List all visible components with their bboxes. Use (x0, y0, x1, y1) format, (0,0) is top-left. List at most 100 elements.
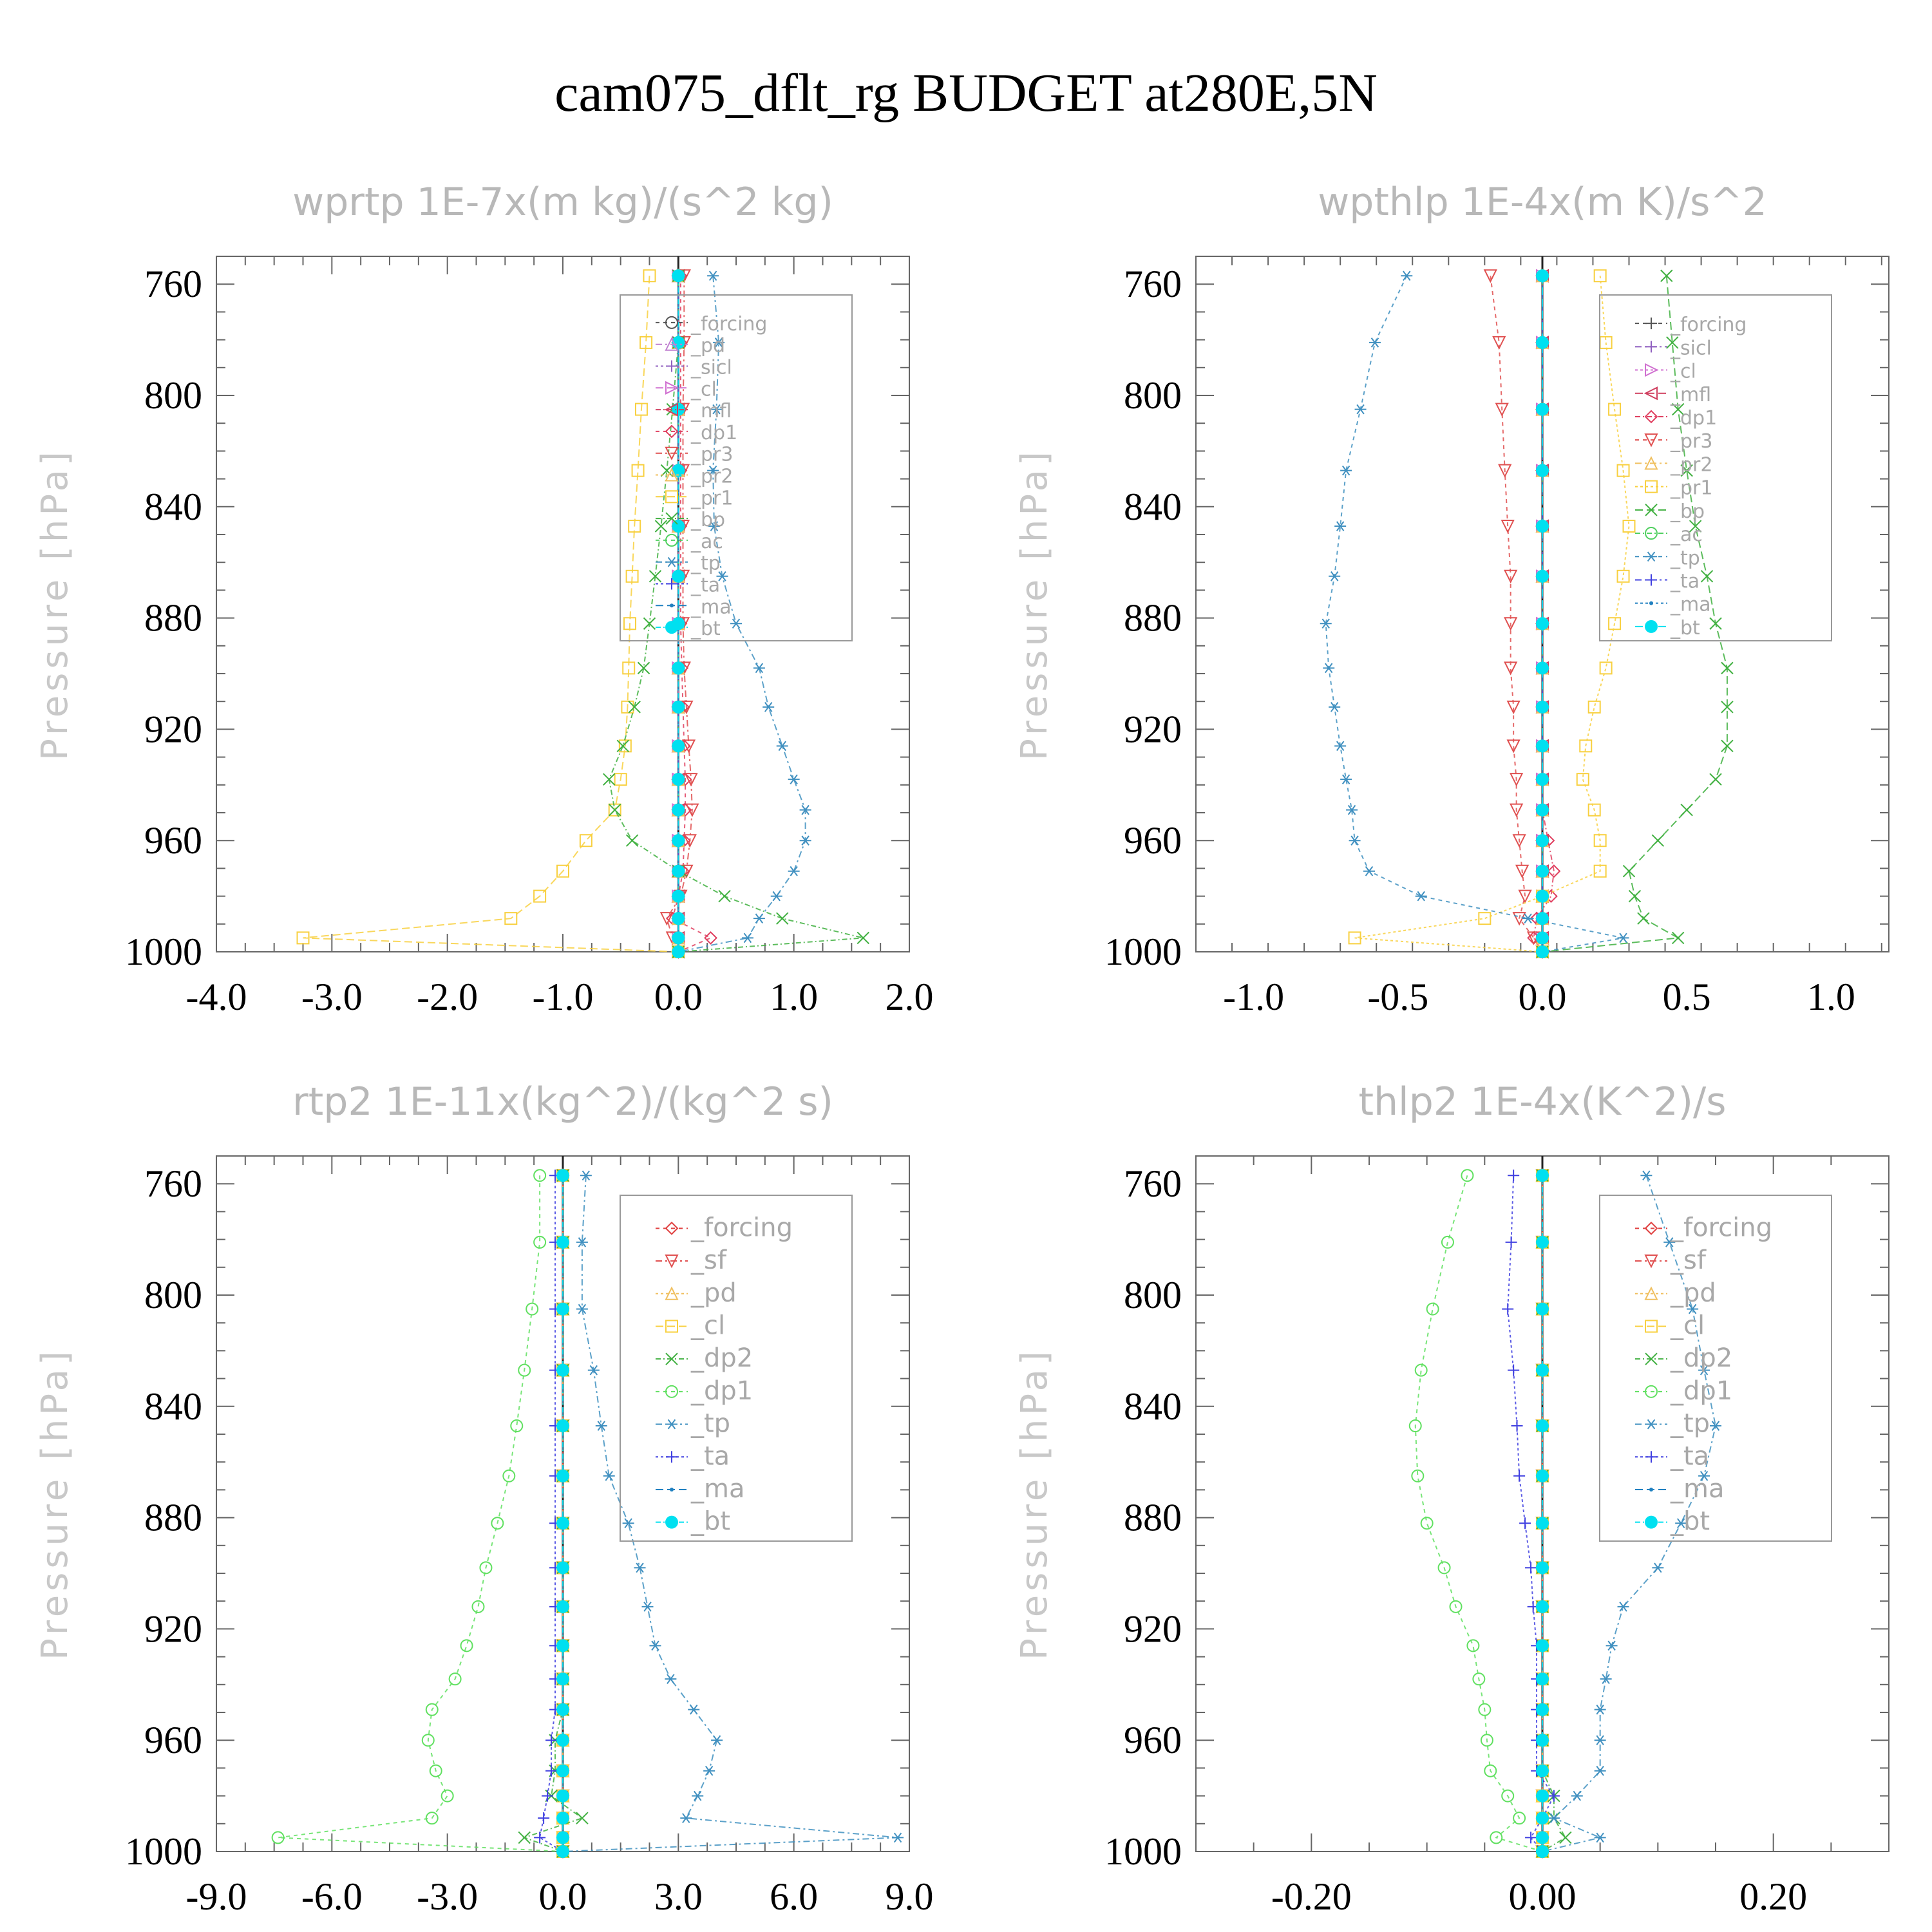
data-point (665, 1286, 679, 1300)
data-point (665, 468, 679, 482)
data-point (1348, 931, 1361, 945)
page-title: cam075_dflt_rg BUDGET at280E,5N (554, 63, 1378, 123)
data-point (1511, 1420, 1523, 1432)
data-point (753, 913, 765, 923)
legend-box (620, 294, 853, 641)
data-point (1525, 1562, 1537, 1574)
data-point (1622, 520, 1636, 533)
legend-label: _bt (1670, 617, 1700, 639)
data-point (1645, 1320, 1658, 1333)
y-tick-label: 880 (1124, 597, 1182, 639)
x-tick-label: -3.0 (301, 976, 363, 1018)
data-point (1587, 700, 1601, 714)
data-point (1525, 1832, 1537, 1844)
data-point (666, 360, 677, 372)
data-point (1548, 1813, 1560, 1823)
y-axis-label: Pressure [hPa] (1014, 1347, 1056, 1660)
data-point (1536, 864, 1549, 878)
data-point (1504, 569, 1518, 584)
data-point (1645, 574, 1657, 586)
y-tick-label: 760 (1124, 263, 1182, 305)
data-point (628, 701, 641, 714)
data-point (1536, 1789, 1549, 1803)
legend-label: _ma (690, 1474, 744, 1504)
chart-title: thlp2 1E-4x(K^2)/s (1358, 1079, 1726, 1124)
data-point (1472, 1672, 1486, 1686)
chart-panel: thlp2 1E-4x(K^2)/s Pressure [hPa] 760 800 84… (1014, 1079, 1889, 1918)
legend-label: _ta (1670, 570, 1700, 592)
legend: _forcing _sf_pd _cl _dp2_dp1_tp_ta_ma_bt (620, 1195, 853, 1542)
data-point (510, 1419, 524, 1433)
data-point (1522, 913, 1534, 923)
data-point (1645, 1385, 1658, 1398)
data-point (665, 1221, 679, 1235)
data-point (1536, 1600, 1549, 1613)
data-point (556, 1764, 569, 1777)
data-point (1689, 520, 1702, 533)
legend-label: _bt (690, 1507, 730, 1537)
legend-box (1599, 294, 1832, 641)
data-point (665, 1385, 678, 1398)
chart-panels: wprtp 1E-7x(m kg)/(s^2 kg) Pressure [hPa]… (34, 180, 1889, 1918)
data-point (1536, 912, 1549, 925)
data-point (788, 866, 800, 876)
data-point (1644, 1255, 1658, 1269)
y-axis-label: Pressure [hPa] (34, 1347, 76, 1660)
data-point (665, 512, 678, 525)
data-point (770, 891, 782, 902)
data-point (1594, 1735, 1606, 1745)
data-point (296, 931, 310, 945)
data-point (672, 834, 685, 848)
data-point (1334, 521, 1347, 531)
data-point (1645, 620, 1658, 633)
data-point (556, 1845, 569, 1858)
data-point (1698, 1471, 1710, 1481)
data-point (1518, 889, 1532, 904)
legend-label: _dp2 (690, 1343, 753, 1373)
data-point (440, 1789, 454, 1803)
legend-box (1599, 1195, 1832, 1542)
y-tick-label: 840 (1124, 486, 1182, 528)
y-tick-label: 1000 (125, 1830, 202, 1873)
data-point (1513, 1470, 1526, 1482)
x-tick-label: 0.0 (654, 976, 703, 1018)
data-point (1571, 1790, 1583, 1801)
data-point (1710, 1421, 1721, 1431)
data-point (672, 739, 685, 753)
data-point (545, 1765, 558, 1777)
data-point (672, 402, 685, 416)
data-point (1320, 618, 1332, 629)
data-point (710, 404, 723, 415)
series-bp (1536, 269, 1734, 958)
series-dp1 (271, 1169, 569, 1858)
data-point (1599, 661, 1613, 675)
data-point (556, 1812, 569, 1825)
data-point (707, 270, 719, 281)
data-point (556, 1517, 569, 1530)
series-tp (557, 1170, 904, 1857)
legend-label: _cl (1670, 361, 1696, 383)
data-point (683, 834, 697, 848)
y-tick-label: 920 (1124, 1607, 1182, 1650)
data-point (1687, 1303, 1699, 1314)
data-point (1441, 1235, 1454, 1249)
data-point (1643, 386, 1658, 401)
legend: _forcing_sicl_cl_mfl_dp1_pr3_pr2_pr1_bp_… (1599, 294, 1832, 641)
x-tick-label: -4.0 (186, 976, 247, 1018)
data-point (579, 834, 592, 848)
legend-label: _sicl (690, 357, 732, 379)
series-line (672, 276, 712, 952)
data-point (672, 464, 685, 477)
data-point (634, 1562, 646, 1573)
data-point (1411, 1469, 1425, 1482)
data-point (1492, 336, 1506, 350)
series-dp1 (1527, 269, 1561, 959)
data-point (556, 864, 569, 878)
data-point (672, 803, 685, 817)
data-point (1334, 741, 1347, 752)
series-pr1 (1348, 269, 1636, 958)
data-point (1510, 803, 1524, 817)
data-point (1645, 341, 1657, 353)
legend-label: _pd (690, 335, 725, 357)
